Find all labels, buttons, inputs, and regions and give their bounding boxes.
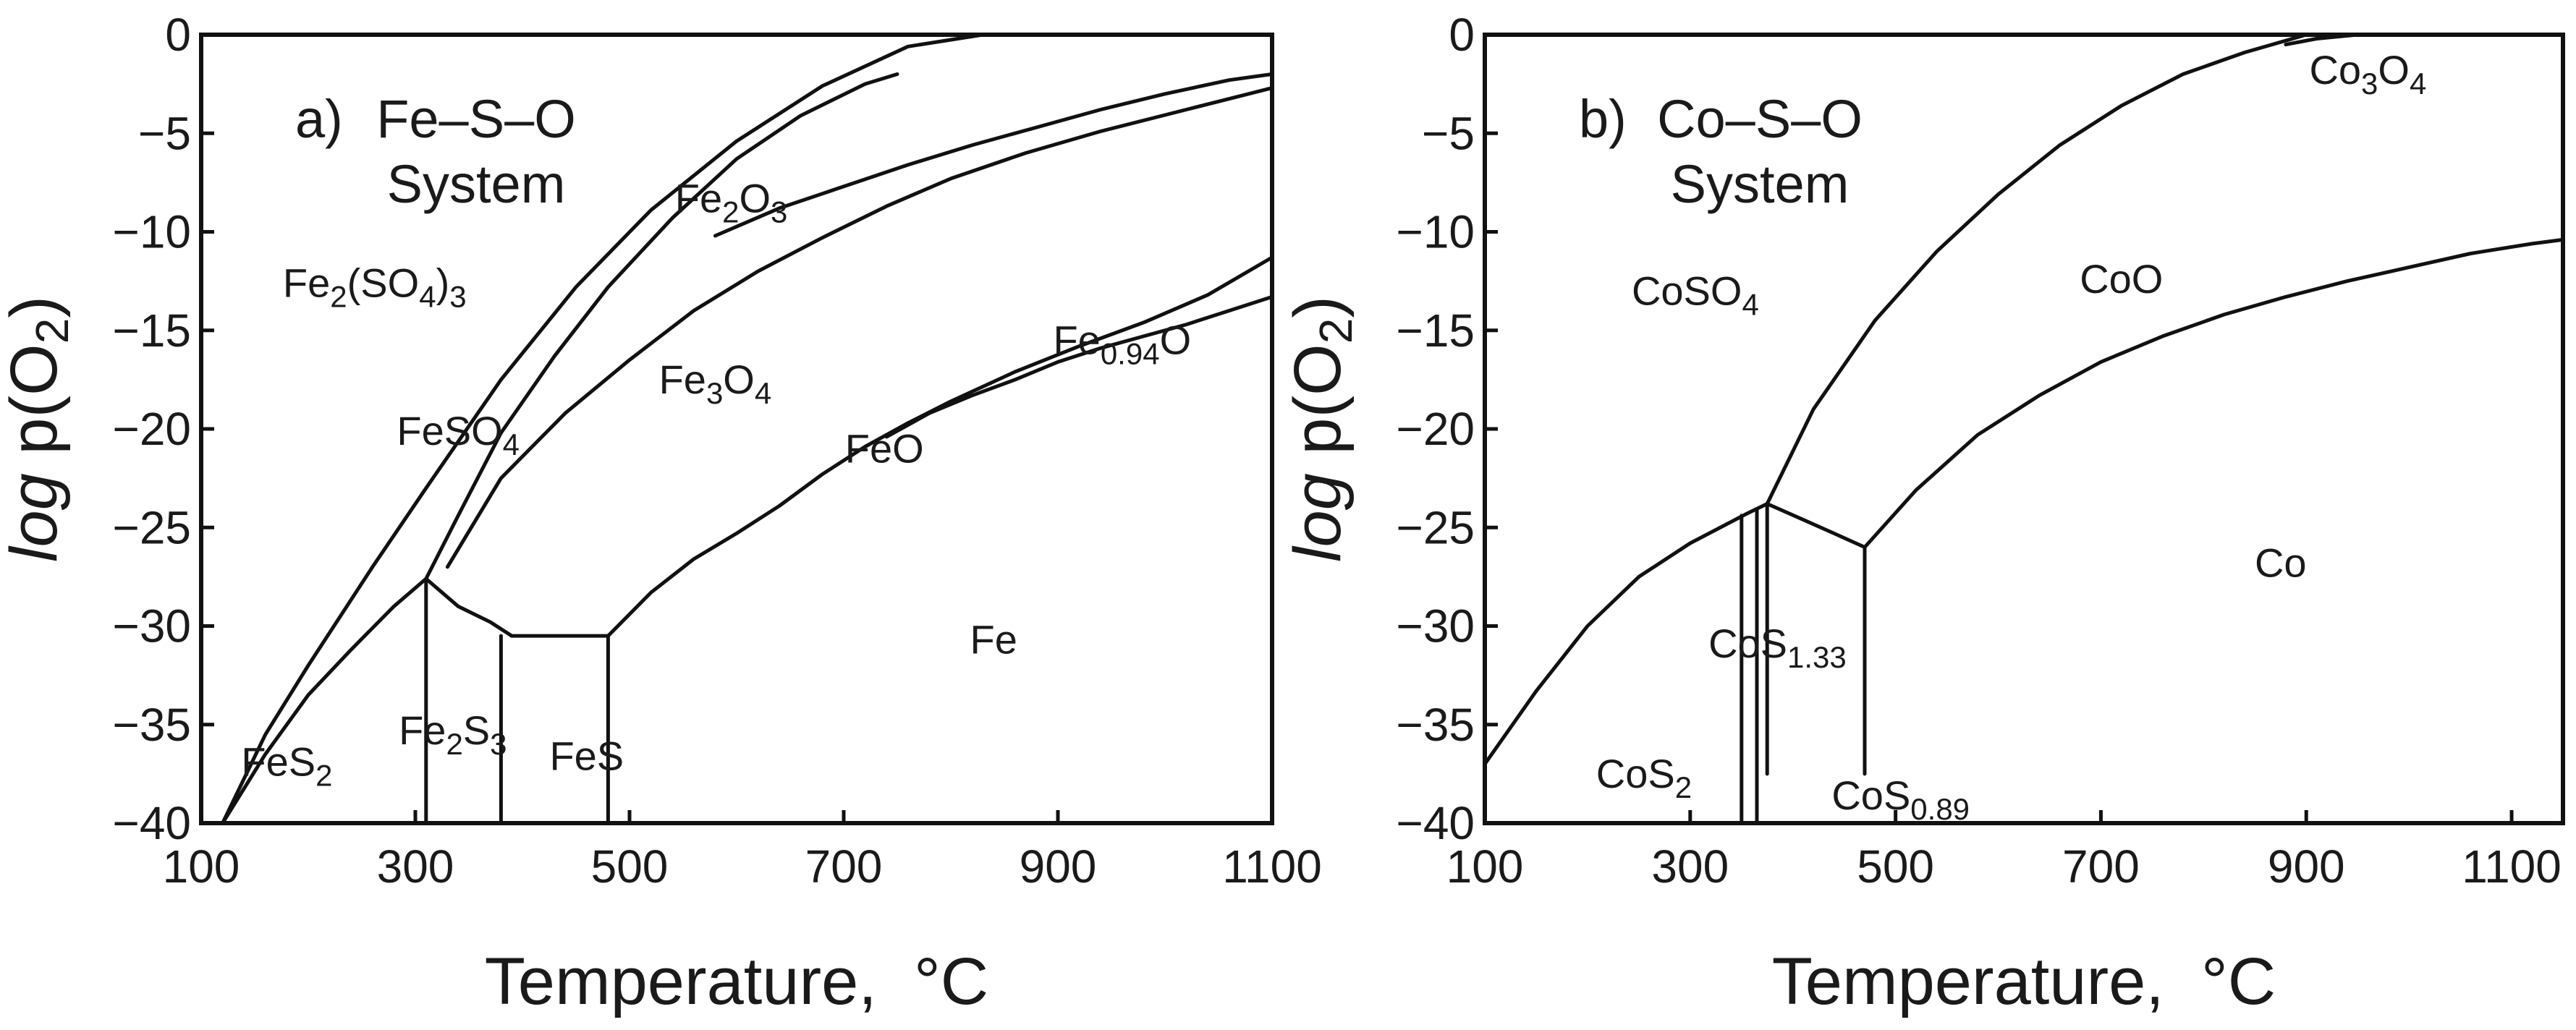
panel-a-region-label-fe3o4: Fe3O4 — [659, 357, 772, 410]
panel-b-region-label-co3o4: Co3O4 — [2309, 47, 2426, 101]
panel-a-region-label-feo: FeO — [845, 425, 924, 471]
panel-b-system-subtitle: System — [1671, 154, 1850, 214]
panel-a-system-subtitle: System — [387, 154, 566, 214]
panel-b-ytick-label: 0 — [1449, 9, 1475, 61]
panel-a-x-axis-label: Temperature, °C — [485, 945, 988, 1018]
panel-a-phase-boundary-5 — [424, 576, 514, 638]
panel-b-xtick-label: 300 — [1651, 840, 1729, 893]
panel-b-ytick-label: −35 — [1396, 699, 1475, 751]
panel-b-phase-boundary-3 — [2284, 33, 2360, 47]
panel-b-phase-boundary-2 — [1765, 33, 2360, 506]
panel-a-region-label-fe0-94o: Fe0.94O — [1053, 317, 1191, 370]
panel-b-ytick-label: −5 — [1422, 107, 1475, 159]
panel-a-ytick-label: −15 — [112, 305, 191, 357]
panel-b-y-axis-label: log p(O2) — [1281, 296, 1362, 562]
panel-a-y-axis-label: log p(O2) — [0, 296, 78, 562]
panel-b-phase-boundary-0 — [1483, 511, 1749, 766]
panel-a-region-label-fe2o3: Fe2O3 — [675, 175, 788, 229]
panel-a-system-title: Fe–S–O — [376, 89, 576, 149]
panel-b-region-label-coo: CoO — [2080, 256, 2163, 302]
panel-b-system-title: Co–S–O — [1657, 89, 1863, 149]
panel-a-ytick-label: −20 — [112, 403, 191, 455]
panel-b-region-label-cos1-33: CoS1.33 — [1708, 621, 1847, 674]
panel-b-ytick-label: −10 — [1396, 206, 1475, 258]
panel-a-region-label-fe2s3: Fe2S3 — [399, 707, 507, 761]
panel-a-region-label-fes: FeS — [549, 733, 624, 778]
panel-b-ytick-label: −25 — [1396, 501, 1475, 553]
panel-a-phase-boundary-2 — [424, 72, 899, 581]
panel-b-phase-boundary-4 — [1765, 502, 1867, 549]
panel-b-x-axis-label: Temperature, °C — [1772, 945, 2276, 1018]
panel-b-ytick-label: −15 — [1396, 305, 1475, 357]
panel-b-plot-frame — [1483, 33, 2565, 825]
panel-a-region-label-fes2: FeS2 — [241, 739, 332, 793]
panel-b-ytick-label: −20 — [1396, 403, 1475, 455]
panel-b-xtick-label: 1100 — [2462, 840, 2562, 893]
panel-b-region-label-co: Co — [2255, 540, 2307, 585]
panel-a-plot-frame — [199, 33, 1274, 825]
panel-a-xtick-label: 500 — [591, 840, 669, 893]
panel-b-region-label-cos0-89: CoS0.89 — [1831, 772, 1970, 826]
panel-a-phase-boundary-8 — [884, 294, 1274, 439]
panel-a-xtick-label: 900 — [1020, 840, 1097, 893]
panel-a-region-label-fe: Fe — [970, 617, 1017, 663]
panel-a-phase-boundary-1 — [221, 33, 985, 825]
panel-a-phase-boundary-0 — [221, 576, 428, 825]
panel-b-region-label-coso4: CoSO4 — [1632, 268, 1759, 321]
panel-b-xtick-label: 500 — [1857, 840, 1934, 893]
panel-a-xtick-label: 1100 — [1222, 840, 1322, 893]
panel-a-phase-boundary-4 — [713, 72, 1274, 238]
panel-a-xtick-label: 300 — [377, 840, 454, 893]
panel-a-ytick-label: −5 — [138, 107, 191, 159]
panel-a-phase-boundary-3 — [445, 86, 1274, 569]
panel-a-phase-boundary-7 — [606, 255, 1274, 638]
panel-a-ytick-label: −25 — [112, 501, 191, 553]
panel-b-xtick-label: 700 — [2062, 840, 2140, 893]
panel-a-region-label-fe2-so4-3: Fe2(SO4)3 — [283, 260, 467, 313]
panel-b-xtick-label: 100 — [1446, 840, 1524, 893]
panel-a-ytick-label: −10 — [112, 206, 191, 258]
panel-b-xtick-label: 900 — [2268, 840, 2345, 893]
panel-b-panel-label: b) — [1579, 89, 1627, 149]
panel-a-ytick-label: −30 — [112, 600, 191, 652]
panel-a-panel-label: a) — [295, 89, 343, 149]
panel-a-ytick-label: 0 — [165, 9, 191, 61]
panel-b-ytick-label: −30 — [1396, 600, 1475, 652]
panel-a-region-label-feso4: FeSO4 — [397, 408, 520, 461]
panel-b-region-label-cos2: CoS2 — [1596, 751, 1692, 804]
panel-a-xtick-label: 100 — [163, 840, 240, 893]
panel-a-xtick-label: 700 — [805, 840, 883, 893]
panel-a-ytick-label: −35 — [112, 699, 191, 751]
panel-b-ytick-label: −40 — [1396, 797, 1475, 849]
panel-b-phase-boundary-5 — [1863, 237, 2565, 549]
panel-a-ytick-label: −40 — [112, 797, 191, 849]
